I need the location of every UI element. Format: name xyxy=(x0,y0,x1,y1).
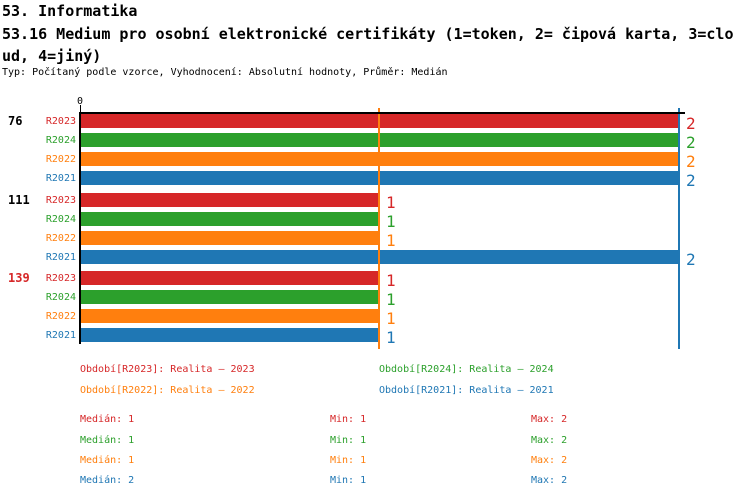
bar-76-R2021 xyxy=(81,171,680,185)
series-row-label-R2022: R2022 xyxy=(45,311,76,322)
bar-value-label: 2 xyxy=(686,114,696,133)
series-row-label-R2024: R2024 xyxy=(45,214,76,225)
bar-111-R2023 xyxy=(81,193,380,207)
stat-min-r2024: Min: 1 xyxy=(330,435,367,446)
median-line-R2022 xyxy=(378,108,380,349)
legend-item-r2024: Období[R2024]: Realita – 2024 xyxy=(379,364,554,375)
stat-max-r2024: Max: 2 xyxy=(531,435,568,446)
bar-value-label: 1 xyxy=(386,212,396,231)
stat-median-r2023: Medián: 1 xyxy=(80,414,135,425)
bar-value-label: 1 xyxy=(386,309,396,328)
x-axis-line xyxy=(79,112,685,114)
stat-min-r2022: Min: 1 xyxy=(330,455,367,466)
legend-item-r2022: Období[R2022]: Realita – 2022 xyxy=(80,385,255,396)
question-title-line1: 53.16 Medium pro osobní elektronické cer… xyxy=(2,25,734,43)
group-label-76: 76 xyxy=(8,114,23,128)
stat-max-r2021: Max: 2 xyxy=(531,475,568,486)
question-title-line2: ud, 4=jiný) xyxy=(2,47,102,65)
series-row-label-R2023: R2023 xyxy=(45,273,76,284)
series-row-label-R2021: R2021 xyxy=(45,252,76,263)
group-label-139: 139 xyxy=(8,271,30,285)
series-row-label-R2021: R2021 xyxy=(45,173,76,184)
bar-value-label: 1 xyxy=(386,328,396,347)
bar-139-R2021 xyxy=(81,328,380,342)
bar-139-R2022 xyxy=(81,309,380,323)
stat-max-r2023: Max: 2 xyxy=(531,414,568,425)
series-row-label-R2024: R2024 xyxy=(45,135,76,146)
bar-76-R2023 xyxy=(81,114,680,128)
bar-value-label: 2 xyxy=(686,152,696,171)
legend-item-r2021: Období[R2021]: Realita – 2021 xyxy=(379,385,554,396)
series-row-label-R2023: R2023 xyxy=(45,116,76,127)
stat-median-r2022: Medián: 1 xyxy=(80,455,135,466)
x-axis-tick xyxy=(80,105,81,113)
bar-139-R2024 xyxy=(81,290,380,304)
median-line-R2021 xyxy=(678,108,680,349)
bar-value-label: 2 xyxy=(686,133,696,152)
bar-value-label: 1 xyxy=(386,290,396,309)
series-row-label-R2022: R2022 xyxy=(45,233,76,244)
x-axis-zero-label: 0 xyxy=(76,96,84,107)
stat-median-r2021: Medián: 2 xyxy=(80,475,135,486)
bar-111-R2021 xyxy=(81,250,680,264)
bar-139-R2023 xyxy=(81,271,380,285)
bar-111-R2022 xyxy=(81,231,380,245)
legend-item-r2023: Období[R2023]: Realita – 2023 xyxy=(80,364,255,375)
stat-max-r2022: Max: 2 xyxy=(531,455,568,466)
stat-min-r2021: Min: 1 xyxy=(330,475,367,486)
bar-111-R2024 xyxy=(81,212,380,226)
bar-value-label: 2 xyxy=(686,250,696,269)
section-title: 53. Informatika xyxy=(2,2,138,20)
bar-76-R2022 xyxy=(81,152,680,166)
bar-76-R2024 xyxy=(81,133,680,147)
y-axis-line xyxy=(79,112,81,344)
series-row-label-R2022: R2022 xyxy=(45,154,76,165)
series-row-label-R2021: R2021 xyxy=(45,330,76,341)
bar-value-label: 1 xyxy=(386,231,396,250)
chart-meta-info: Typ: Počítaný podle vzorce, Vyhodnocení:… xyxy=(2,67,448,78)
bar-value-label: 1 xyxy=(386,271,396,290)
bar-value-label: 1 xyxy=(386,193,396,212)
series-row-label-R2023: R2023 xyxy=(45,195,76,206)
group-label-111: 111 xyxy=(8,193,30,207)
bar-value-label: 2 xyxy=(686,171,696,190)
series-row-label-R2024: R2024 xyxy=(45,292,76,303)
stat-median-r2024: Medián: 1 xyxy=(80,435,135,446)
stat-min-r2023: Min: 1 xyxy=(330,414,367,425)
